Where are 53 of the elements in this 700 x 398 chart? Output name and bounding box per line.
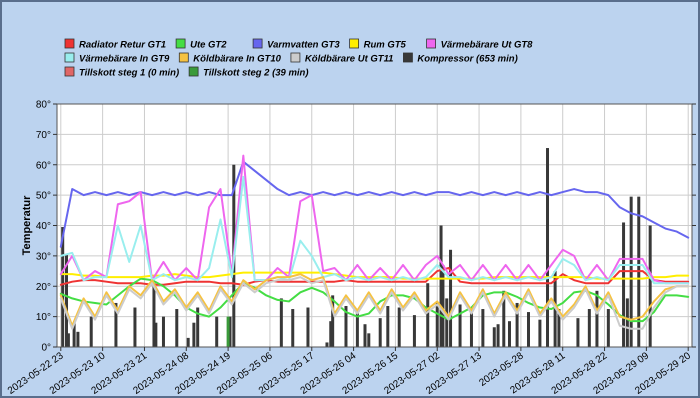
legend-label: Köldbärare Ut GT11: [304, 54, 394, 64]
bar: [588, 309, 591, 347]
bar: [526, 312, 530, 347]
legend-label: Köldbärare In GT10: [193, 54, 282, 64]
bar: [508, 321, 511, 347]
bar: [492, 327, 496, 347]
line-series: [60, 176, 690, 284]
line-series: [60, 267, 690, 286]
bar: [215, 316, 218, 347]
legend-label: Varmvatten GT3: [267, 40, 340, 50]
bar: [606, 309, 610, 347]
legend-label: Radiator Retur GT1: [79, 40, 166, 50]
bar: [412, 315, 416, 347]
bar: [306, 308, 310, 347]
y-tick-label: 70°: [36, 130, 51, 141]
y-tick-label: 50°: [36, 190, 51, 202]
bar: [576, 318, 580, 347]
bar: [363, 324, 366, 347]
bar: [398, 308, 401, 347]
bar: [496, 324, 500, 347]
bar: [538, 320, 542, 347]
line-series: [60, 160, 690, 248]
legend-label: Tillskott steg 1 (0 min): [79, 68, 180, 78]
bar: [175, 309, 178, 347]
legend-label: Rum GT5: [364, 40, 407, 50]
y-tick-label: 10°: [36, 312, 51, 324]
bar: [546, 148, 550, 347]
bar: [162, 316, 165, 347]
bar: [344, 306, 348, 347]
bar: [196, 308, 200, 347]
legend-label: Tillskott steg 2 (39 min): [203, 68, 309, 78]
y-tick-label: 60°: [36, 160, 51, 172]
bar: [481, 309, 484, 347]
bar: [426, 283, 430, 347]
legend-label: Ute GT2: [190, 40, 228, 50]
bar: [133, 308, 136, 347]
bar: [90, 316, 93, 347]
line-series: [60, 272, 690, 280]
y-tick-label: 80°: [36, 100, 51, 110]
y-tick-label: 0°: [41, 342, 51, 354]
bar: [378, 318, 382, 347]
legend-label: Kompressor (653 min): [417, 54, 518, 64]
bar: [458, 304, 462, 347]
y-tick-label: 20°: [36, 282, 51, 293]
y-axis-title: Temperatur: [21, 194, 33, 256]
legend-label: Värmebärare In GT9: [79, 54, 170, 64]
y-tick-label: 40°: [36, 221, 51, 232]
bar: [386, 306, 390, 347]
bar: [280, 298, 283, 347]
legend-label: Värmebärare Ut GT8: [440, 40, 534, 50]
y-tick-label: 30°: [36, 251, 51, 262]
bar: [291, 309, 294, 347]
bar: [186, 338, 190, 347]
